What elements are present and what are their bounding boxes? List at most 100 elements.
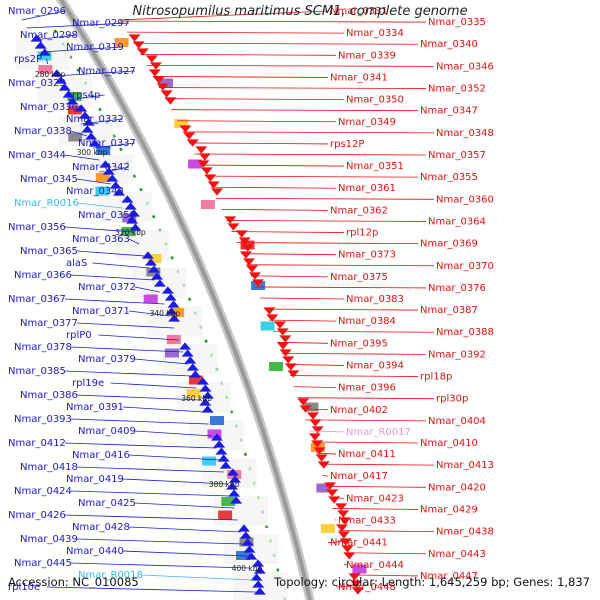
feature-label: rpl19e xyxy=(72,378,104,389)
plus-strand-gene xyxy=(242,258,255,266)
feature-label: Nmar_0378 xyxy=(14,342,72,353)
plus-strand-gene xyxy=(351,587,364,595)
feature-leader-line xyxy=(159,87,427,89)
minus-strand-gene xyxy=(252,580,265,588)
feature-leader-line xyxy=(76,466,224,473)
plus-strand-gene xyxy=(207,181,220,189)
feature-label: Nmar_0338 xyxy=(14,126,72,137)
content-stripe xyxy=(158,78,173,88)
minus-strand-gene xyxy=(150,272,163,280)
content-stripe xyxy=(260,321,275,331)
feature-leader-line xyxy=(64,442,217,449)
plus-strand-gene xyxy=(160,90,173,98)
feature-label: Nmar_0423 xyxy=(346,493,404,504)
feature-leader-line xyxy=(70,346,184,353)
feature-leader-line xyxy=(133,42,419,45)
plus-strand-gene xyxy=(164,97,177,105)
feature-leader-line xyxy=(255,286,427,289)
minus-strand-gene xyxy=(181,349,194,357)
plus-strand-gene xyxy=(339,538,352,546)
minus-strand-gene xyxy=(144,258,157,266)
minus-strand-gene xyxy=(54,76,67,84)
minus-strand-gene xyxy=(141,251,154,259)
feature-leader-line xyxy=(231,231,345,233)
feature-leader-line xyxy=(70,562,251,569)
minus-strand-gene xyxy=(121,195,134,203)
feature-leader-line xyxy=(152,76,329,78)
feature-label: Nmar_R0017 xyxy=(346,427,411,438)
feature-leader-line xyxy=(301,408,329,411)
feature-label: Nmar_0375 xyxy=(330,272,388,283)
plus-strand-gene xyxy=(238,237,251,245)
minus-strand-gene xyxy=(228,475,241,483)
minus-strand-gene xyxy=(129,223,142,231)
minus-strand-gene xyxy=(124,202,137,210)
feature-label: Nmar_0339 xyxy=(338,50,396,61)
minus-strand-gene xyxy=(213,440,226,448)
feature-label: Nmar_0440 xyxy=(66,546,124,557)
feature-label: Nmar_0359 xyxy=(78,210,136,221)
content-stripe xyxy=(202,456,217,466)
scale-mark-label: 280 kbp xyxy=(35,70,66,79)
feature-leader-line xyxy=(76,322,175,329)
scale-mark-label: 380 kbp xyxy=(209,480,240,489)
feature-leader-line xyxy=(289,375,419,377)
accession-text: Accession: NC_010085 xyxy=(8,575,139,589)
feature-label: Nmar_0383 xyxy=(346,294,404,305)
minus-strand-gene xyxy=(161,286,174,294)
feature-label: Nmar_0392 xyxy=(428,349,486,360)
feature-leader-line xyxy=(293,386,337,389)
feature-label: Nmar_0402 xyxy=(330,405,388,416)
feature-leader-line xyxy=(33,34,77,41)
feature-leader-line xyxy=(236,242,419,245)
plus-strand-gene xyxy=(136,48,149,56)
feature-leader-line xyxy=(329,496,345,499)
scale-mark-label: 400 kbp xyxy=(232,564,263,573)
feature-label: Nmar_0416 xyxy=(72,450,130,461)
plus-strand-gene xyxy=(282,356,295,364)
feature-leader-line xyxy=(188,142,329,145)
feature-leader-line xyxy=(134,286,160,293)
feature-label: Nmar_R0016 xyxy=(14,198,79,209)
feature-label: rpl12p xyxy=(346,228,378,239)
content-stripe xyxy=(122,213,137,223)
plus-strand-gene xyxy=(149,62,162,70)
feature-label: Nmar_0350 xyxy=(346,95,404,106)
plus-strand-gene xyxy=(315,454,328,462)
feature-label: Nmar_0377 xyxy=(20,318,78,329)
feature-label: Nmar_0372 xyxy=(78,282,136,293)
feature-label: Nmar_0327 xyxy=(78,66,136,77)
plus-strand-gene xyxy=(350,580,363,588)
minus-strand-gene xyxy=(201,391,214,399)
feature-label: Nmar_0441 xyxy=(330,538,388,549)
feature-label: Nmar_0369 xyxy=(420,239,478,250)
minus-strand-gene xyxy=(252,559,265,567)
feature-leader-line xyxy=(54,70,135,77)
feature-label: rpl18p xyxy=(420,372,452,383)
content-stripe xyxy=(95,186,110,196)
plus-strand-gene xyxy=(335,503,348,511)
plus-strand-gene xyxy=(251,279,264,287)
minus-strand-gene xyxy=(62,90,75,98)
feature-leader-line xyxy=(128,454,221,461)
feature-label: Nmar_0344 xyxy=(8,150,66,161)
feature-label: rplP0 xyxy=(66,330,92,341)
plus-strand-gene xyxy=(245,265,258,273)
feature-label: Nmar_0366 xyxy=(14,270,72,281)
feature-label: Nmar_0346 xyxy=(436,61,494,72)
minus-strand-gene xyxy=(250,573,263,581)
feature-label: Nmar_0424 xyxy=(14,486,72,497)
feature-label: Nmar_0373 xyxy=(338,250,396,261)
feature-leader-line xyxy=(70,418,209,425)
feature-label: Nmar_0334 xyxy=(346,28,404,39)
plus-strand-gene xyxy=(241,244,254,252)
feature-label: rps4p xyxy=(72,90,100,101)
feature-leader-line xyxy=(64,154,100,161)
map-title: Nitrosopumilus maritimus SCM1, complete … xyxy=(132,4,468,19)
content-stripe xyxy=(170,308,185,317)
feature-leader-line xyxy=(216,197,435,200)
feature-label: Nmar_0363 xyxy=(72,234,130,245)
feature-label: Nmar_0426 xyxy=(8,510,66,521)
plus-strand-gene xyxy=(308,433,321,441)
